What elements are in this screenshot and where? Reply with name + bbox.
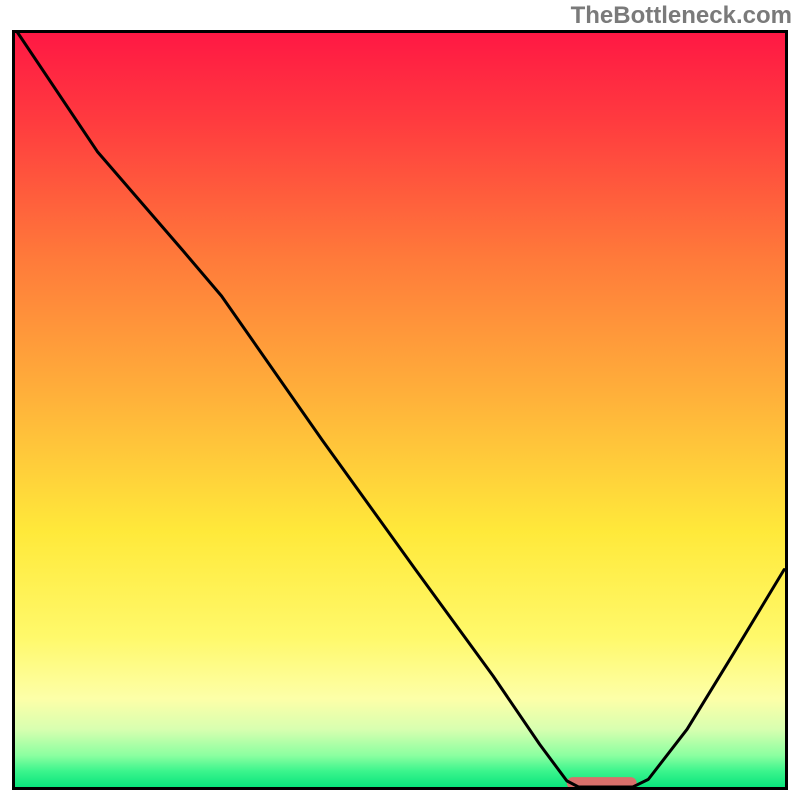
plot-area [12, 30, 788, 790]
watermark-text: TheBottleneck.com [571, 2, 792, 30]
chart-container: TheBottleneck.com [0, 0, 800, 800]
bottleneck-curve-chart [12, 30, 788, 790]
